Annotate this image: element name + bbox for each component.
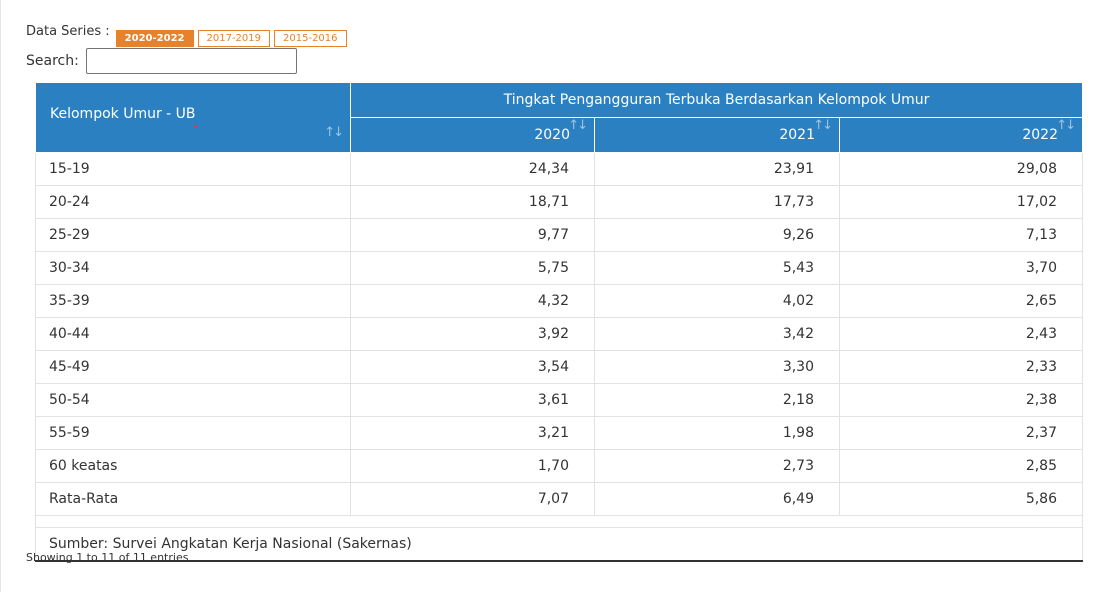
value-cell-2022: 2,65 xyxy=(839,284,1083,318)
value-cell-2021: 5,43 xyxy=(594,251,840,285)
value-cell-2020: 9,77 xyxy=(350,218,595,252)
age-group-cell: 20-24 xyxy=(35,185,351,219)
search-input[interactable] xyxy=(85,48,297,74)
column-header-age-group[interactable]: Kelompok Umur - UB ↑↓ xyxy=(35,82,351,153)
column-header-2020[interactable]: 2020 ↑↓ xyxy=(350,117,595,153)
column-header-2022[interactable]: 2022 ↑↓ xyxy=(839,117,1083,153)
value-cell-2020: 5,75 xyxy=(350,251,595,285)
table-row: 40-44 3,92 3,42 2,43 xyxy=(35,317,1083,351)
value-cell-2021: 9,26 xyxy=(594,218,840,252)
sort-icon: ↑↓ xyxy=(1056,118,1076,133)
value-cell-2022: 7,13 xyxy=(839,218,1083,252)
search-bar: Search: xyxy=(26,48,297,74)
series-button-2017-2019[interactable]: 2017-2019 xyxy=(197,30,271,47)
search-label: Search: xyxy=(26,53,79,69)
age-group-cell: 45-49 xyxy=(35,350,351,384)
column-header-2021[interactable]: 2021 ↑↓ xyxy=(594,117,840,153)
data-table-container: Kelompok Umur - UB ↑↓ Tingkat Penganggur… xyxy=(35,82,1083,562)
sort-icon: ↑↓ xyxy=(813,118,833,133)
table-row: 15-19 24,34 23,91 29,08 xyxy=(35,152,1083,186)
value-cell-2021: 4,02 xyxy=(594,284,840,318)
value-cell-2020: 3,92 xyxy=(350,317,595,351)
entries-info: Showing 1 to 11 of 11 entries xyxy=(26,551,189,564)
age-group-cell: 35-39 xyxy=(35,284,351,318)
age-group-cell: 55-59 xyxy=(35,416,351,450)
value-cell-2020: 4,32 xyxy=(350,284,595,318)
column-header-2022-label: 2022 xyxy=(1022,127,1058,143)
value-cell-2021: 2,73 xyxy=(594,449,840,483)
value-cell-2020: 3,54 xyxy=(350,350,595,384)
value-cell-2020: 1,70 xyxy=(350,449,595,483)
value-cell-2022: 2,38 xyxy=(839,383,1083,417)
table-row: 35-39 4,32 4,02 2,65 xyxy=(35,284,1083,318)
data-series-label: Data Series : xyxy=(26,24,110,39)
value-cell-2021: 1,98 xyxy=(594,416,840,450)
table-row: Rata-Rata 7,07 6,49 5,86 xyxy=(35,482,1083,516)
value-cell-2022: 2,85 xyxy=(839,449,1083,483)
value-cell-2020: 24,34 xyxy=(350,152,595,186)
group-header-unemployment: Tingkat Pengangguran Terbuka Berdasarkan… xyxy=(350,82,1083,118)
value-cell-2020: 7,07 xyxy=(350,482,595,516)
data-series-selector: Data Series : 2020-2022 2017-2019 2015-2… xyxy=(26,24,351,47)
table-row: 50-54 3,61 2,18 2,38 xyxy=(35,383,1083,417)
age-group-cell: 50-54 xyxy=(35,383,351,417)
page-left-border xyxy=(0,0,1,592)
value-cell-2022: 2,37 xyxy=(839,416,1083,450)
sort-icon: ↑↓ xyxy=(568,118,588,133)
table-row: 45-49 3,54 3,30 2,33 xyxy=(35,350,1083,384)
table-row: 55-59 3,21 1,98 2,37 xyxy=(35,416,1083,450)
series-button-2015-2016[interactable]: 2015-2016 xyxy=(274,30,347,47)
unemployment-table: Kelompok Umur - UB ↑↓ Tingkat Penganggur… xyxy=(35,82,1083,562)
value-cell-2021: 6,49 xyxy=(594,482,840,516)
value-cell-2020: 18,71 xyxy=(350,185,595,219)
table-row: 25-29 9,77 9,26 7,13 xyxy=(35,218,1083,252)
value-cell-2022: 5,86 xyxy=(839,482,1083,516)
value-cell-2020: 3,61 xyxy=(350,383,595,417)
table-row: 20-24 18,71 17,73 17,02 xyxy=(35,185,1083,219)
value-cell-2022: 2,33 xyxy=(839,350,1083,384)
column-header-2021-label: 2021 xyxy=(779,127,815,143)
value-cell-2021: 17,73 xyxy=(594,185,840,219)
age-group-cell: 15-19 xyxy=(35,152,351,186)
marker-dot-icon xyxy=(194,125,197,128)
table-spacer-row xyxy=(35,515,1083,528)
value-cell-2021: 23,91 xyxy=(594,152,840,186)
value-cell-2021: 3,30 xyxy=(594,350,840,384)
spacer-cell xyxy=(35,515,1083,528)
source-note: Sumber: Survei Angkatan Kerja Nasional (… xyxy=(35,527,1083,562)
age-group-cell: 60 keatas xyxy=(35,449,351,483)
sort-icon: ↑↓ xyxy=(324,125,344,140)
series-button-2020-2022[interactable]: 2020-2022 xyxy=(115,30,194,47)
table-source-row: Sumber: Survei Angkatan Kerja Nasional (… xyxy=(35,527,1083,562)
value-cell-2022: 3,70 xyxy=(839,251,1083,285)
column-header-2020-label: 2020 xyxy=(534,127,570,143)
value-cell-2022: 2,43 xyxy=(839,317,1083,351)
value-cell-2022: 29,08 xyxy=(839,152,1083,186)
age-group-cell: 40-44 xyxy=(35,317,351,351)
age-group-cell: 30-34 xyxy=(35,251,351,285)
table-row: 60 keatas 1,70 2,73 2,85 xyxy=(35,449,1083,483)
table-row: 30-34 5,75 5,43 3,70 xyxy=(35,251,1083,285)
age-group-cell: 25-29 xyxy=(35,218,351,252)
value-cell-2021: 2,18 xyxy=(594,383,840,417)
age-group-cell: Rata-Rata xyxy=(35,482,351,516)
column-header-age-group-label: Kelompok Umur - UB xyxy=(50,105,196,122)
value-cell-2021: 3,42 xyxy=(594,317,840,351)
value-cell-2022: 17,02 xyxy=(839,185,1083,219)
value-cell-2020: 3,21 xyxy=(350,416,595,450)
